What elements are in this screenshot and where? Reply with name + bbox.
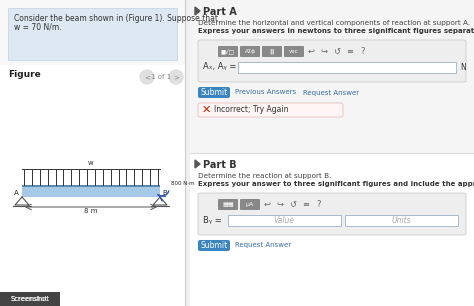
Text: ≡: ≡: [302, 200, 310, 209]
FancyBboxPatch shape: [240, 199, 260, 210]
Text: Request Answer: Request Answer: [303, 89, 359, 95]
Text: Screenshot: Screenshot: [10, 296, 50, 302]
Text: Express your answer to three significant figures and include the appropriate uni: Express your answer to three significant…: [198, 181, 474, 187]
Text: Express your answers in newtons to three significant figures separated by a comm: Express your answers in newtons to three…: [198, 28, 474, 34]
Text: w = 70 N/m.: w = 70 N/m.: [14, 23, 62, 32]
Circle shape: [169, 70, 183, 84]
Text: Part A: Part A: [203, 7, 237, 17]
Bar: [238, 62, 456, 73]
FancyBboxPatch shape: [198, 103, 343, 117]
Text: ✕: ✕: [201, 105, 210, 115]
Text: Bᵧ =: Bᵧ =: [203, 215, 222, 225]
Text: ■√□: ■√□: [221, 49, 235, 54]
Text: vec: vec: [289, 49, 299, 54]
FancyBboxPatch shape: [240, 46, 260, 57]
Bar: [0, 292, 60, 306]
Text: ↺: ↺: [334, 47, 340, 56]
Text: Aₓ, Aᵧ =: Aₓ, Aᵧ =: [203, 62, 237, 72]
Text: ↺: ↺: [290, 200, 297, 209]
FancyBboxPatch shape: [198, 240, 230, 251]
FancyBboxPatch shape: [198, 193, 466, 235]
Bar: [190, 0, 474, 153]
Text: A: A: [14, 190, 19, 196]
Text: AΣϕ: AΣϕ: [245, 49, 255, 54]
Bar: [190, 0, 474, 153]
Text: Value: Value: [273, 216, 294, 225]
Text: 800 N·m: 800 N·m: [171, 181, 195, 186]
Bar: [238, 62, 456, 73]
Text: Submit: Submit: [201, 88, 228, 97]
Text: w: w: [88, 160, 94, 166]
Bar: [190, 0, 474, 306]
Text: ≡: ≡: [346, 47, 354, 56]
Text: Determine the reaction at support B.: Determine the reaction at support B.: [198, 173, 331, 179]
Bar: [22, 185, 160, 187]
Bar: [0, 0, 185, 306]
Text: B: B: [162, 190, 167, 196]
Text: Figure: Figure: [8, 70, 41, 79]
Text: >: >: [173, 74, 179, 80]
Text: ?: ?: [361, 47, 365, 56]
FancyBboxPatch shape: [198, 87, 230, 98]
Text: Determine the horizontal and vertical components of reaction at support A.: Determine the horizontal and vertical co…: [198, 20, 470, 26]
Text: Previous Answers: Previous Answers: [235, 89, 296, 95]
Text: Consider the beam shown in (Figure 1). Suppose that: Consider the beam shown in (Figure 1). S…: [14, 14, 218, 23]
Text: Submit: Submit: [201, 241, 228, 250]
Text: <: <: [144, 74, 150, 80]
Bar: [8, 8, 177, 60]
Text: ↪: ↪: [320, 47, 328, 56]
Polygon shape: [195, 160, 200, 168]
Text: Request Answer: Request Answer: [235, 242, 291, 248]
Text: Units: Units: [391, 216, 411, 225]
FancyBboxPatch shape: [198, 40, 466, 82]
FancyBboxPatch shape: [218, 199, 238, 210]
Circle shape: [140, 70, 154, 84]
Text: ↩: ↩: [264, 200, 271, 209]
Text: Screenshot: Screenshot: [10, 296, 48, 302]
Bar: [22, 185, 160, 197]
FancyBboxPatch shape: [262, 46, 282, 57]
Text: 8 m: 8 m: [84, 208, 98, 214]
Text: ▦▦: ▦▦: [222, 202, 234, 207]
Text: ↪: ↪: [276, 200, 283, 209]
Bar: [0, 292, 58, 306]
FancyBboxPatch shape: [284, 46, 304, 57]
Text: ↩: ↩: [308, 47, 315, 56]
Bar: [0, 65, 185, 306]
Text: 1 of 1: 1 of 1: [151, 74, 171, 80]
Bar: [228, 215, 341, 226]
FancyBboxPatch shape: [218, 46, 238, 57]
Polygon shape: [195, 7, 200, 15]
Text: µA: µA: [246, 202, 254, 207]
Text: Incorrect; Try Again: Incorrect; Try Again: [214, 106, 289, 114]
Bar: [190, 153, 474, 306]
Text: ‖‖: ‖‖: [269, 49, 275, 54]
Text: Part B: Part B: [203, 160, 237, 170]
Text: N: N: [460, 62, 466, 72]
Bar: [345, 215, 458, 226]
Text: ?: ?: [317, 200, 321, 209]
